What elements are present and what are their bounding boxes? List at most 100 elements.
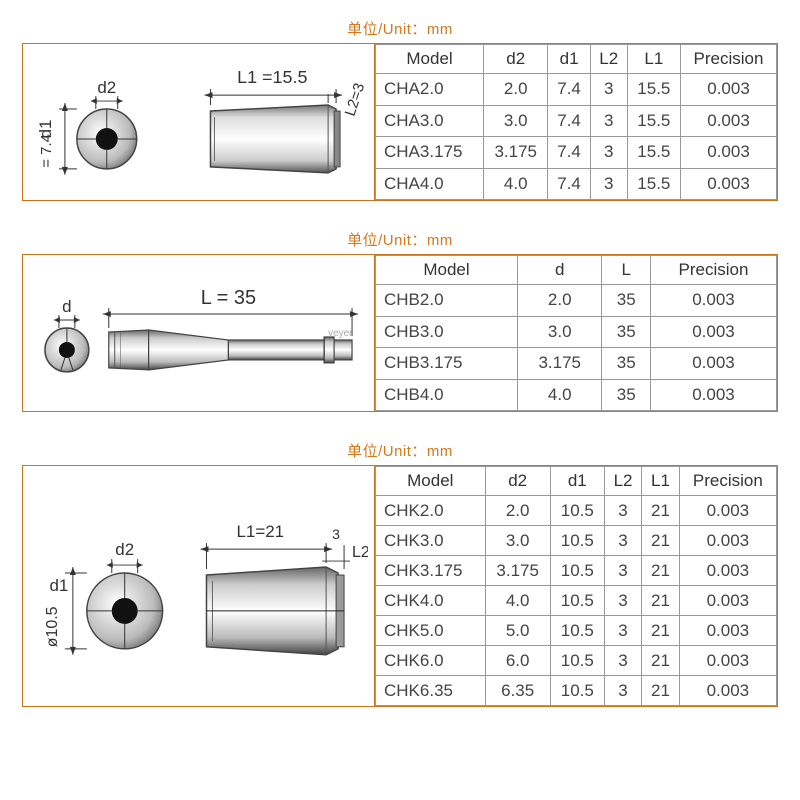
th-d: d [518,256,602,285]
cell-value: 2.0 [518,285,602,317]
th-d1: d1 [548,45,590,74]
cell-value: 7.4 [548,105,590,137]
cell-value: 0.003 [679,496,776,526]
svg-text:d: d [62,297,71,316]
table-row: CHB3.1753.175350.003 [376,348,777,380]
unit-label-1: 单位/Unit：mm [22,18,778,39]
cell-value: 35 [602,285,651,317]
table-row: CHK4.04.010.53210.003 [376,586,777,616]
svg-text:3: 3 [332,526,340,542]
svg-text:L = 35: L = 35 [201,287,256,309]
diagram-cha: d2 d1 = 7.4 L1 =15.5 [23,44,375,200]
th-precision: Precision [681,45,777,74]
cell-value: 21 [642,676,679,706]
cell-value: 3.175 [518,348,602,380]
cell-value: 4.0 [484,168,548,200]
chk-diagram-svg: d2 d1 ø10.5 L1=21 [29,471,368,701]
table-row: CHB4.04.0350.003 [376,379,777,411]
table-row: CHA3.03.07.4315.50.003 [376,105,777,137]
cell-value: 7.4 [548,168,590,200]
cell-value: 3 [590,168,627,200]
cell-model: CHK2.0 [376,496,486,526]
cell-value: 3.175 [484,137,548,169]
cell-value: 0.003 [681,168,777,200]
cell-value: 6.0 [485,646,550,676]
cell-value: 0.003 [681,137,777,169]
th-d2: d2 [485,467,550,496]
cell-value: 10.5 [550,496,604,526]
cell-value: 10.5 [550,616,604,646]
cell-value: 21 [642,556,679,586]
th-l2: L2 [604,467,641,496]
panel-cha: d2 d1 = 7.4 L1 =15.5 [22,43,778,201]
cell-model: CHK3.175 [376,556,486,586]
svg-text:L2=3: L2=3 [342,81,368,118]
cell-value: 0.003 [679,676,776,706]
cell-value: 0.003 [679,556,776,586]
table-chk: Model d2 d1 L2 L1 Precision CHK2.02.010.… [375,466,777,706]
cell-value: 35 [602,316,651,348]
cell-value: 10.5 [550,646,604,676]
cell-value: 6.35 [485,676,550,706]
cell-value: 0.003 [679,646,776,676]
unit-label-2: 单位/Unit：mm [22,229,778,250]
cell-value: 4.0 [518,379,602,411]
panel-chk: d2 d1 ø10.5 L1=21 [22,465,778,707]
cell-value: 0.003 [650,316,776,348]
table-row: CHK5.05.010.53210.003 [376,616,777,646]
cell-value: 21 [642,616,679,646]
cell-value: 3 [604,586,641,616]
cha-tbody: CHA2.02.07.4315.50.003CHA3.03.07.4315.50… [376,74,777,200]
cell-value: 3.0 [484,105,548,137]
th-model: Model [376,45,484,74]
cell-model: CHB3.0 [376,316,518,348]
svg-text:d1: d1 [49,576,68,595]
cell-value: 0.003 [650,285,776,317]
chk-spec-table: Model d2 d1 L2 L1 Precision CHK2.02.010.… [375,466,777,706]
table-row: CHA4.04.07.4315.50.003 [376,168,777,200]
cell-model: CHK6.35 [376,676,486,706]
svg-text:d2: d2 [97,78,116,97]
chb-diagram-svg: d veyer L [29,260,368,406]
th-l: L [602,256,651,285]
cell-value: 10.5 [550,586,604,616]
table-header-row: Model d L Precision [376,256,777,285]
th-precision: Precision [679,467,776,496]
cell-value: 3.0 [518,316,602,348]
table-row: CHA2.02.07.4315.50.003 [376,74,777,106]
cell-value: 15.5 [627,168,680,200]
cell-value: 15.5 [627,74,680,106]
th-l1: L1 [642,467,679,496]
cell-value: 10.5 [550,676,604,706]
cell-value: 3 [590,74,627,106]
table-row: CHB3.03.0350.003 [376,316,777,348]
table-row: CHK3.1753.17510.53210.003 [376,556,777,586]
th-precision: Precision [650,256,776,285]
cell-value: 10.5 [550,526,604,556]
cell-value: 3 [604,556,641,586]
table-header-row: Model d2 d1 L2 L1 Precision [376,467,777,496]
table-row: CHK3.03.010.53210.003 [376,526,777,556]
cell-value: 3 [590,105,627,137]
cell-value: 21 [642,496,679,526]
svg-text:L1 =15.5: L1 =15.5 [237,67,307,87]
svg-text:= 7.4: = 7.4 [38,134,55,168]
cell-value: 15.5 [627,105,680,137]
cell-value: 0.003 [650,379,776,411]
table-cha: Model d2 d1 L2 L1 Precision CHA2.02.07.4… [375,44,777,200]
cell-value: 3 [604,616,641,646]
cell-model: CHK6.0 [376,646,486,676]
svg-text:L1=21: L1=21 [237,522,285,541]
cell-value: 35 [602,379,651,411]
table-row: CHK6.06.010.53210.003 [376,646,777,676]
diagram-chk: d2 d1 ø10.5 L1=21 [23,466,375,706]
cell-value: 3.0 [485,526,550,556]
cell-value: 0.003 [681,74,777,106]
cell-value: 21 [642,586,679,616]
cell-model: CHB2.0 [376,285,518,317]
th-l2: L2 [590,45,627,74]
th-d2: d2 [484,45,548,74]
cell-model: CHB4.0 [376,379,518,411]
cell-value: 15.5 [627,137,680,169]
table-chb: Model d L Precision CHB2.02.0350.003CHB3… [375,255,777,411]
